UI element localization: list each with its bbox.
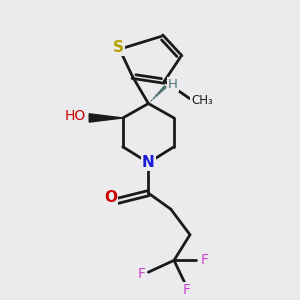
Text: F: F <box>137 267 146 281</box>
Text: F: F <box>182 283 190 297</box>
Polygon shape <box>89 114 123 122</box>
Text: HO: HO <box>65 110 86 123</box>
Text: F: F <box>200 253 208 267</box>
Text: O: O <box>104 190 117 205</box>
Text: H: H <box>168 78 178 91</box>
Text: CH₃: CH₃ <box>191 94 213 107</box>
Text: N: N <box>142 155 155 170</box>
Text: S: S <box>112 40 124 55</box>
